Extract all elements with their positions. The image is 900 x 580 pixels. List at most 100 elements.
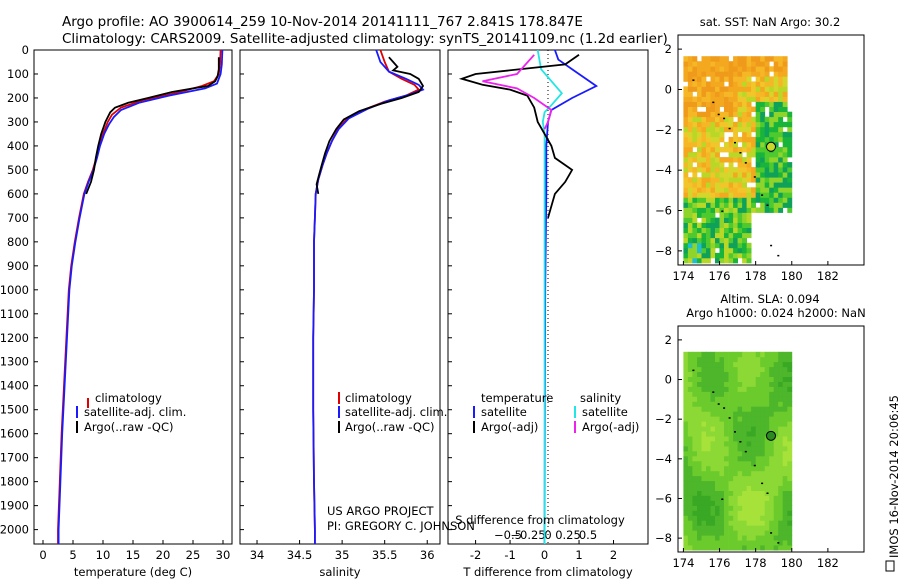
map-cell	[715, 460, 720, 467]
map-cell	[751, 351, 756, 358]
map-cell	[787, 421, 793, 427]
map-cell	[728, 401, 734, 407]
map-cell	[737, 207, 743, 213]
map-cell	[687, 162, 693, 168]
map-cell	[769, 485, 775, 491]
map-cell	[742, 222, 747, 228]
map-cell	[687, 500, 693, 506]
map-cell	[706, 192, 711, 198]
map-cell	[737, 252, 743, 259]
map-cell	[760, 450, 766, 457]
map-cell	[683, 381, 689, 387]
map-cell	[787, 500, 793, 506]
map-cell	[769, 510, 775, 516]
map-cell	[733, 500, 738, 506]
map-cell	[760, 361, 766, 368]
map-cell	[782, 441, 788, 447]
map-cell	[764, 540, 770, 546]
map-cell	[697, 227, 702, 234]
map-cell	[787, 182, 793, 188]
map-cell	[769, 361, 775, 368]
map-cell	[773, 167, 779, 173]
map-cell	[715, 480, 720, 486]
map-cell	[737, 116, 743, 123]
map-cell	[764, 152, 770, 158]
map-cell	[683, 116, 689, 123]
map-cell	[706, 515, 711, 521]
map-cell	[692, 152, 698, 158]
map-cell	[760, 157, 766, 163]
map-cell	[683, 56, 689, 62]
map-cell	[715, 445, 720, 452]
map-cell	[737, 356, 743, 363]
map-cell	[787, 371, 793, 377]
map-cell	[769, 505, 775, 511]
map-cell	[728, 465, 734, 472]
island-dot	[728, 127, 731, 130]
map-cell	[778, 351, 784, 358]
map-cell	[751, 455, 756, 462]
map-cell	[737, 202, 743, 208]
map-cell	[760, 455, 766, 462]
map-cell	[687, 61, 693, 67]
map-cell	[746, 141, 752, 148]
map-cell	[773, 460, 779, 467]
map-cell	[769, 490, 775, 496]
map-cell	[787, 540, 793, 546]
map-cell	[697, 91, 702, 97]
map-cell	[751, 426, 756, 432]
map-cell	[701, 351, 707, 358]
map-cell	[697, 96, 702, 102]
map-cell	[710, 381, 716, 387]
map-cell	[692, 445, 698, 452]
temperature-panel-frame	[33, 49, 233, 545]
map-cell	[787, 470, 793, 477]
map-y-tick-label: 0	[665, 82, 672, 96]
map-cell	[737, 401, 743, 407]
map-y-tick-label: −6	[655, 204, 672, 218]
x-tick-label: 36	[420, 548, 435, 562]
map-cell	[728, 416, 734, 422]
map-cell	[701, 147, 707, 153]
map-cell	[724, 510, 729, 516]
map-cell	[724, 445, 729, 452]
map-cell	[728, 426, 734, 432]
map-cell	[760, 136, 766, 143]
map-cell	[710, 141, 716, 148]
map-cell	[687, 106, 693, 112]
map-cell	[728, 450, 734, 457]
map-cell	[719, 192, 725, 198]
map-cell	[755, 480, 761, 486]
map-cell	[742, 520, 747, 526]
x2-tick-label: 0.5	[579, 528, 597, 542]
map-cell	[742, 192, 747, 198]
island-dot	[770, 244, 773, 247]
x-tick-label: 10	[96, 548, 111, 562]
map-cell	[773, 66, 779, 72]
map-cell	[683, 361, 689, 368]
map-cell	[746, 177, 752, 183]
map-cell	[773, 121, 779, 128]
map-cell	[760, 61, 766, 67]
map-cell	[733, 475, 738, 482]
map-cell	[733, 222, 738, 228]
map-cell	[697, 505, 702, 511]
map-cell	[742, 510, 747, 516]
map-cell	[773, 441, 779, 447]
map-cell	[706, 111, 711, 118]
map-cell	[760, 366, 766, 372]
header-line-1: Argo profile: AO 3900614_259 10-Nov-2014…	[62, 14, 583, 30]
map-cell	[755, 106, 761, 112]
map-cell	[710, 371, 716, 377]
map-cell	[742, 172, 747, 178]
map-cell	[701, 381, 707, 387]
x2-tick-label: −0.5	[494, 528, 522, 542]
map-cell	[687, 376, 693, 382]
map-cell	[728, 356, 734, 363]
map-cell	[778, 76, 784, 82]
map-cell	[697, 465, 702, 472]
map-cell	[773, 495, 779, 501]
map-cell	[724, 207, 729, 213]
map-cell	[773, 515, 779, 521]
